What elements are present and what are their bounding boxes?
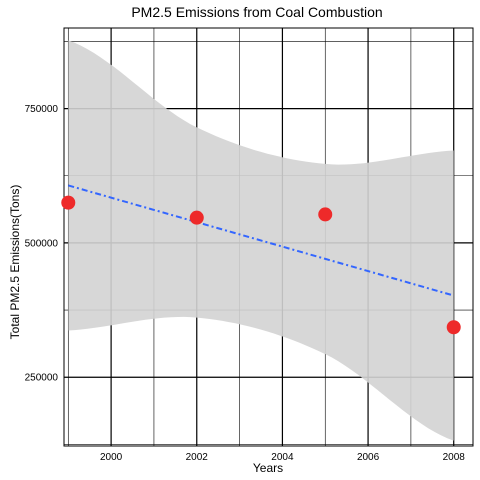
chart-title: PM2.5 Emissions from Coal Combustion: [131, 4, 382, 20]
data-point: [61, 196, 75, 210]
x-tick-label: 2000: [100, 452, 123, 463]
x-axis-label: Years: [253, 461, 283, 475]
x-tick-label: 2002: [186, 452, 209, 463]
data-point: [190, 211, 204, 225]
data-point: [318, 207, 332, 221]
y-tick-label: 250000: [25, 373, 59, 384]
x-tick-label: 2006: [357, 452, 380, 463]
data-point: [447, 320, 461, 334]
y-tick-label: 500000: [25, 238, 59, 249]
x-tick-label: 2008: [443, 452, 466, 463]
y-tick-label: 750000: [25, 104, 59, 115]
y-axis-label: Total PM2.5 Emissions(Tons): [8, 185, 22, 340]
